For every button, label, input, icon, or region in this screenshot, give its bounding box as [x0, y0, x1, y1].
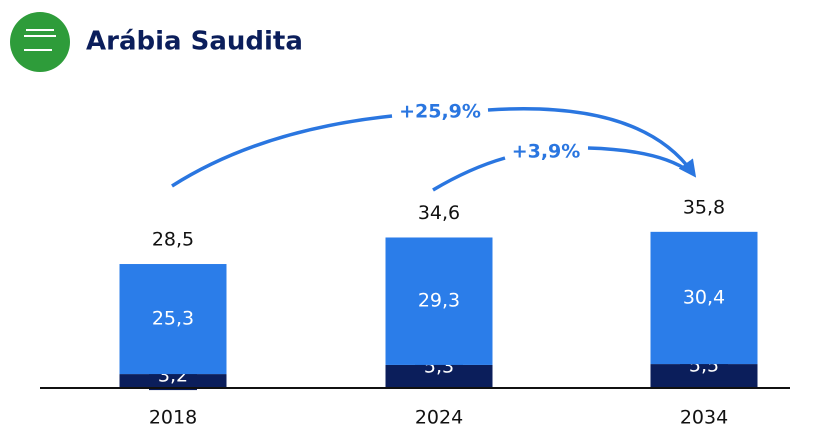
- total-label: 34,6: [418, 202, 460, 224]
- arrow: [487, 107, 697, 178]
- x-tick-label: 2024: [415, 407, 463, 429]
- data-label: 29,3: [418, 290, 460, 312]
- data-label: 25,3: [152, 308, 194, 330]
- flag-icon: [10, 12, 70, 72]
- arrow: [587, 146, 692, 174]
- total-label: 35,8: [683, 196, 725, 218]
- bar-segment: [650, 231, 758, 365]
- data-label: 30,4: [683, 286, 725, 308]
- arrow: [432, 156, 506, 192]
- total-label: 28,5: [152, 229, 194, 251]
- annotation: +25,9%: [399, 101, 481, 123]
- bar-segment: [119, 264, 227, 375]
- x-tick-label: 2018: [149, 407, 197, 429]
- flag-emblem: [24, 29, 56, 51]
- chart-title: Arábia Saudita: [86, 27, 303, 57]
- bar-segment: [385, 237, 493, 365]
- arrow: [171, 114, 393, 188]
- x-tick-label: 2034: [680, 407, 728, 429]
- annotation: +3,9%: [512, 141, 581, 163]
